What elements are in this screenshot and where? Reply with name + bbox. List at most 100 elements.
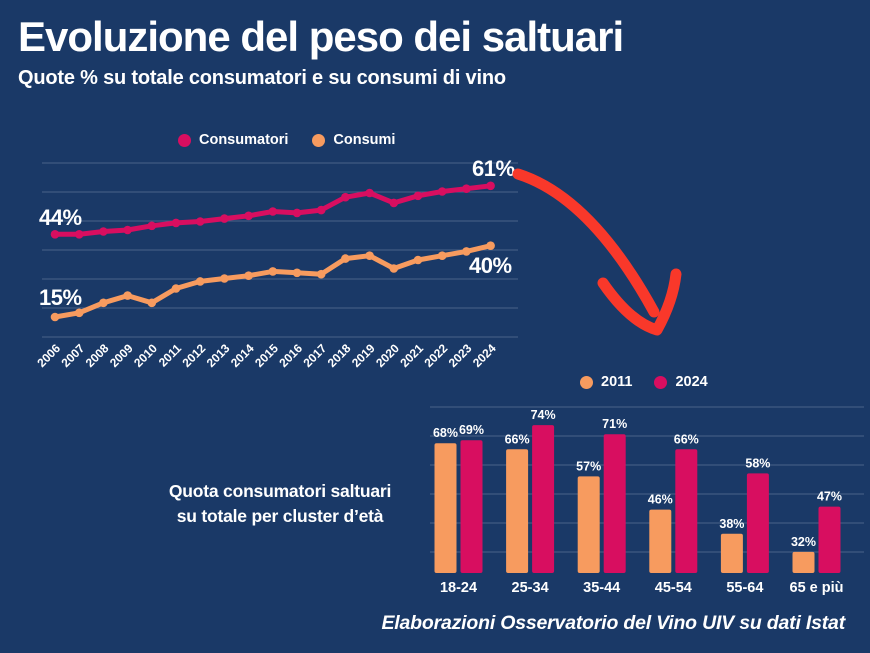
data-point xyxy=(268,267,278,276)
x-axis-year-label: 2009 xyxy=(107,341,136,370)
bar-group-18-24: 68% 69% 18-24 xyxy=(433,423,484,596)
x-axis-year-label: 2020 xyxy=(373,341,402,370)
data-point xyxy=(413,191,423,201)
data-point xyxy=(147,221,157,231)
bar-value-label: 58% xyxy=(745,456,770,470)
data-point xyxy=(292,208,302,218)
bar-2011 xyxy=(720,533,743,573)
x-axis-year-label: 2012 xyxy=(180,341,209,370)
data-point xyxy=(171,218,181,228)
bar-value-label: 71% xyxy=(602,417,627,431)
data-point xyxy=(341,192,350,202)
year-2011-legend-label: 2011 xyxy=(601,374,633,390)
data-point xyxy=(341,254,350,263)
consumatori-legend-label: Consumatori xyxy=(199,132,289,148)
bar-category-label: 65 e più xyxy=(790,580,844,596)
bar-value-label: 46% xyxy=(648,493,673,507)
series-consumi xyxy=(50,241,495,322)
data-point xyxy=(413,255,423,265)
x-axis-year-label: 2023 xyxy=(446,341,475,370)
data-point xyxy=(123,291,132,300)
data-point xyxy=(74,308,84,318)
bar-value-label: 38% xyxy=(719,517,744,531)
bar-chart-legend: 2011 2024 xyxy=(580,374,708,390)
bar-2011 xyxy=(577,476,600,573)
x-axis-year-label: 2014 xyxy=(228,341,257,370)
bar-category-label: 55-64 xyxy=(726,580,763,596)
bar-2024 xyxy=(460,440,483,573)
data-point xyxy=(365,188,374,198)
x-axis-year-label: 2015 xyxy=(252,341,281,370)
consumi-legend-label: Consumi xyxy=(333,132,396,148)
legend-item-consumi: Consumi xyxy=(312,132,395,148)
bar-2024 xyxy=(818,506,841,573)
annotation-consumi-start: 15% xyxy=(39,285,82,310)
bar-group-45-54: 46% 66% 45-54 xyxy=(648,432,699,596)
data-point xyxy=(292,268,302,278)
legend-item-consumatori: Consumatori xyxy=(178,132,288,148)
data-point xyxy=(244,271,253,280)
data-point xyxy=(195,277,205,286)
annotation-consumi-end: 40% xyxy=(469,253,512,278)
data-point xyxy=(220,274,229,283)
annotation-consumatori-start: 44% xyxy=(39,205,82,230)
bar-2024 xyxy=(746,473,769,573)
year-2024-legend-label: 2024 xyxy=(675,374,708,390)
x-axis-year-label: 2007 xyxy=(59,341,88,370)
data-point xyxy=(74,230,84,239)
data-point xyxy=(244,211,253,221)
x-axis-year-label: 2006 xyxy=(34,341,63,370)
data-point xyxy=(99,227,108,236)
bar-2011 xyxy=(434,443,457,573)
bar-2024 xyxy=(603,434,626,573)
data-point xyxy=(486,241,495,250)
data-point xyxy=(50,312,60,322)
legend-item-2024: 2024 xyxy=(654,374,708,390)
x-axis-year-label: 2018 xyxy=(325,341,354,370)
bar-group-35-44: 57% 71% 35-44 xyxy=(576,417,627,596)
x-axis-year-label: 2008 xyxy=(83,341,112,370)
bar-2011 xyxy=(792,551,815,573)
bar-chart-caption-line1: Quota consumatori saltuari xyxy=(168,481,392,501)
x-axis-year-label: 2016 xyxy=(276,341,305,370)
data-point xyxy=(220,214,229,223)
x-axis-year-label: 2021 xyxy=(397,341,426,370)
bar-value-label: 47% xyxy=(817,490,842,504)
annotation-consumatori-end: 61% xyxy=(472,156,515,181)
data-point xyxy=(316,205,326,215)
downward-trend-arrow-icon xyxy=(512,168,682,336)
x-axis-year-label: 2024 xyxy=(470,341,499,370)
x-axis-year-label: 2010 xyxy=(131,341,160,370)
bar-category-label: 35-44 xyxy=(583,580,620,596)
bar-2024 xyxy=(675,449,698,573)
x-axis-year-label: 2019 xyxy=(349,341,378,370)
bar-value-label: 57% xyxy=(576,459,601,473)
x-axis-year-label: 2013 xyxy=(204,341,233,370)
bar-value-label: 68% xyxy=(433,426,458,440)
page-subtitle: Quote % su totale consumatori e su consu… xyxy=(18,67,506,89)
data-point xyxy=(195,217,205,226)
data-point xyxy=(389,198,399,208)
page-title: Evoluzione del peso dei saltuari xyxy=(18,13,624,60)
data-point xyxy=(462,184,471,193)
bar-category-label: 18-24 xyxy=(440,580,477,596)
bar-value-label: 66% xyxy=(674,432,699,446)
data-point xyxy=(437,187,447,196)
line-chart: 2006200720082009201020112012201320142015… xyxy=(34,162,518,370)
bar-group-25-34: 66%74% 25-34 xyxy=(505,408,556,596)
bar-category-label: 25-34 xyxy=(512,580,549,596)
data-point xyxy=(389,264,399,273)
year-2011-dot-icon xyxy=(580,375,593,389)
bar-chart: 68% 69%18-2466%74%25-3457%71%35-4446%66%4… xyxy=(430,406,864,596)
data-point xyxy=(268,207,278,216)
bar-category-label: 45-54 xyxy=(655,580,692,596)
bar-value-label: 69% xyxy=(459,423,484,437)
data-point xyxy=(437,251,447,260)
x-axis-year-label: 2017 xyxy=(301,341,330,370)
year-2024-dot-icon xyxy=(654,375,668,389)
bar-chart-caption-line2: su totale per cluster d’età xyxy=(176,506,384,526)
data-point xyxy=(486,181,495,191)
consumi-dot-icon xyxy=(312,133,326,147)
source-note: Elaborazioni Osservatorio del Vino UIV s… xyxy=(381,612,846,634)
